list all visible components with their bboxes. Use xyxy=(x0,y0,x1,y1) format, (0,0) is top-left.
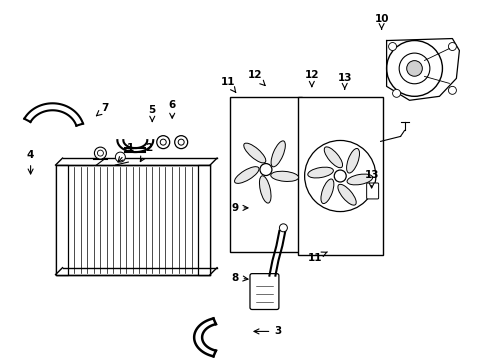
Text: 13: 13 xyxy=(365,170,379,188)
Ellipse shape xyxy=(271,171,298,181)
Circle shape xyxy=(175,136,188,149)
FancyBboxPatch shape xyxy=(250,274,279,310)
Ellipse shape xyxy=(338,184,356,205)
Ellipse shape xyxy=(321,179,334,203)
Circle shape xyxy=(448,86,456,94)
Text: 3: 3 xyxy=(254,327,282,336)
Ellipse shape xyxy=(347,174,373,185)
Text: 12: 12 xyxy=(305,71,319,86)
Text: 9: 9 xyxy=(231,203,248,213)
Circle shape xyxy=(98,150,103,156)
Text: 6: 6 xyxy=(169,100,176,118)
Text: 8: 8 xyxy=(231,273,248,283)
Text: 12: 12 xyxy=(248,71,265,86)
Ellipse shape xyxy=(235,167,259,183)
Circle shape xyxy=(392,89,400,97)
Text: 11: 11 xyxy=(221,77,236,93)
Circle shape xyxy=(389,42,396,50)
Bar xyxy=(55,165,68,275)
Text: 5: 5 xyxy=(148,105,156,121)
Bar xyxy=(55,165,210,275)
Text: 4: 4 xyxy=(27,150,34,174)
Circle shape xyxy=(399,53,430,84)
Text: 1: 1 xyxy=(118,143,134,162)
Circle shape xyxy=(407,60,422,76)
Bar xyxy=(198,165,210,275)
Ellipse shape xyxy=(324,147,343,168)
Ellipse shape xyxy=(244,143,266,163)
Circle shape xyxy=(448,42,456,50)
Circle shape xyxy=(334,170,346,182)
Bar xyxy=(230,97,302,252)
Circle shape xyxy=(305,140,376,212)
Text: 7: 7 xyxy=(97,103,109,116)
Circle shape xyxy=(260,163,272,176)
Ellipse shape xyxy=(271,141,285,167)
Circle shape xyxy=(157,136,170,149)
Circle shape xyxy=(387,41,442,96)
Text: 11: 11 xyxy=(308,252,327,263)
Ellipse shape xyxy=(346,148,360,173)
Circle shape xyxy=(160,139,166,145)
Circle shape xyxy=(178,139,184,145)
Ellipse shape xyxy=(260,176,271,203)
Circle shape xyxy=(95,147,106,159)
Text: 13: 13 xyxy=(338,73,352,89)
Ellipse shape xyxy=(308,167,333,178)
FancyBboxPatch shape xyxy=(367,183,379,199)
Circle shape xyxy=(115,152,125,162)
Circle shape xyxy=(279,224,287,232)
Bar xyxy=(298,97,383,255)
Text: 10: 10 xyxy=(374,14,389,29)
Text: 2: 2 xyxy=(140,143,152,162)
